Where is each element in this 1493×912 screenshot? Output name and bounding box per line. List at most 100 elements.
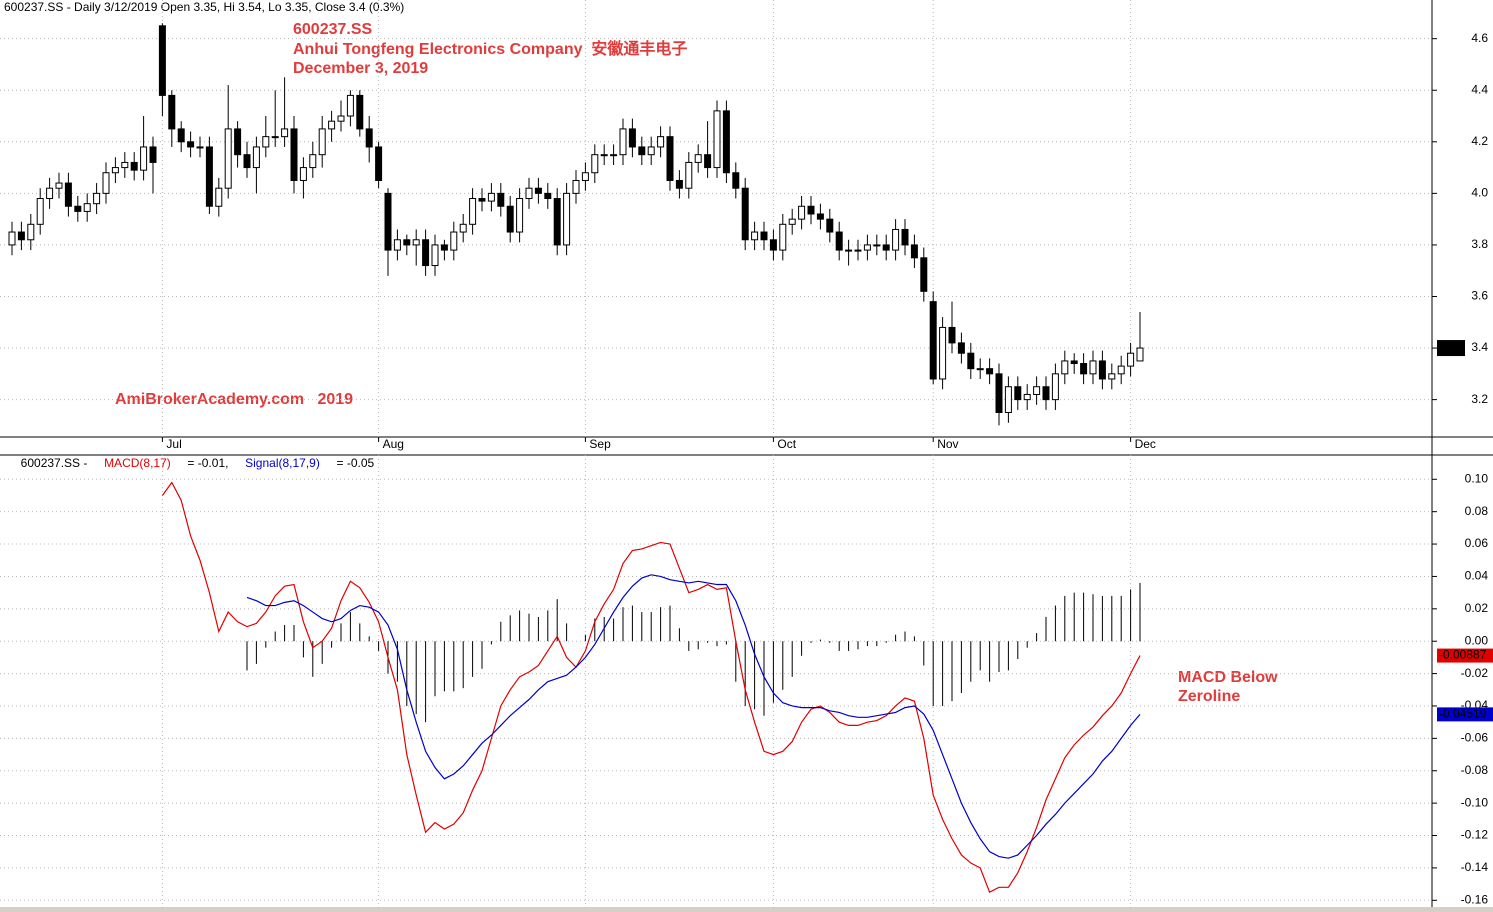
candle-body (525, 187, 533, 200)
candle-body (102, 172, 110, 194)
last-value-box (1437, 340, 1465, 357)
candle-body (422, 239, 430, 267)
candle-body (130, 161, 138, 171)
x-tick-label: Nov (937, 437, 958, 451)
candle-body (920, 257, 928, 292)
y-tick-label: 0.08 (1465, 504, 1489, 518)
candle-body (328, 120, 336, 130)
x-tick-label: Aug (383, 437, 404, 451)
candle-body (149, 146, 157, 163)
legend-entry: Signal(8,17,9) (245, 456, 320, 470)
candle-body (798, 205, 806, 220)
candle-body (901, 228, 909, 246)
sheet-tabs (0, 907, 1493, 912)
candle-body (779, 223, 787, 251)
candle-body (675, 179, 683, 189)
candle-body (356, 94, 364, 130)
candle-body (873, 244, 881, 247)
candle-body (459, 223, 467, 233)
candle-body (487, 192, 495, 202)
candle-body (534, 187, 542, 194)
candle-body (478, 198, 486, 202)
y-tick-label: 3.4 (1471, 340, 1488, 354)
candle-body (563, 192, 571, 246)
candle-body (854, 249, 862, 252)
candle-body (299, 167, 307, 181)
candle-body (74, 205, 82, 212)
y-tick-label: -0.02 (1461, 666, 1489, 680)
candle-body (572, 179, 580, 194)
candle-body (732, 172, 740, 189)
candle-body (910, 244, 918, 259)
candle-body (581, 172, 589, 181)
y-tick-label: -0.12 (1461, 828, 1489, 842)
readout: = -0.05 (337, 456, 375, 470)
candle-body (957, 342, 965, 354)
candle-body (835, 231, 843, 251)
readout: = -0.01, (187, 456, 228, 470)
candle-body (929, 301, 937, 380)
candle-body (939, 326, 947, 380)
x-tick-label: Sep (589, 437, 611, 451)
annotation: Anhui Tongfeng Electronics Company 安徽通丰电… (293, 39, 687, 58)
candle-body (121, 161, 129, 169)
candle-body (281, 128, 289, 138)
y-tick-label: 3.8 (1471, 237, 1488, 251)
candle-body (1080, 363, 1088, 375)
candle-body (1023, 393, 1031, 401)
candle-body (647, 146, 655, 156)
candle-body (619, 128, 627, 156)
candle-body (986, 368, 994, 375)
legend-entry: MACD(8,17) (104, 456, 171, 470)
candle-body (704, 154, 712, 169)
y-tick-label: 0.10 (1465, 471, 1489, 485)
candle-body (1042, 386, 1050, 401)
candle-body (1127, 352, 1135, 367)
y-tick-label: -0.06 (1461, 731, 1489, 745)
watermark: AmiBrokerAcademy.com 2019 (115, 391, 353, 408)
y-tick-label: 3.6 (1471, 289, 1488, 303)
candle-body (1136, 347, 1144, 362)
candle-body (506, 205, 514, 233)
annotation: Zeroline (1178, 688, 1240, 705)
candle-body (243, 154, 251, 169)
candle-body (722, 110, 730, 174)
last-value-box (1437, 707, 1493, 722)
candle-body (318, 128, 326, 156)
line-series (161, 481, 1141, 894)
candle-body (967, 352, 975, 370)
candle-body (83, 203, 91, 212)
candle-body (1070, 360, 1078, 365)
candle-body (769, 239, 777, 251)
y-tick-label: 3.2 (1471, 392, 1488, 406)
candle-body (337, 115, 345, 122)
candle-body (826, 218, 834, 233)
candle-body (375, 146, 383, 181)
candle-body (976, 368, 984, 371)
candle-body (64, 182, 72, 207)
y-tick-label: 4.0 (1471, 186, 1488, 200)
candle-body (816, 213, 824, 220)
y-tick-label: 0.02 (1465, 601, 1489, 615)
candle-body (760, 231, 768, 241)
candle-body (17, 231, 25, 241)
candle-body (516, 198, 524, 233)
candle-body (8, 231, 16, 246)
candle-body (685, 161, 693, 189)
candle-body (1033, 386, 1041, 395)
candle-body (600, 154, 608, 157)
candle-body (27, 223, 35, 241)
last-value-label: -0.00887 (1439, 648, 1487, 662)
candle-body (36, 198, 44, 225)
candle-body (666, 136, 674, 181)
candle-body (1108, 373, 1116, 380)
candle-body (1051, 373, 1059, 401)
price-header: 600237.SS - Daily 3/12/2019 Open 3.35, H… (4, 0, 404, 14)
candle-body (93, 192, 101, 205)
candle-body (111, 167, 119, 174)
line-series (246, 574, 1141, 859)
candle-body (638, 146, 646, 156)
candle-body (346, 94, 354, 117)
